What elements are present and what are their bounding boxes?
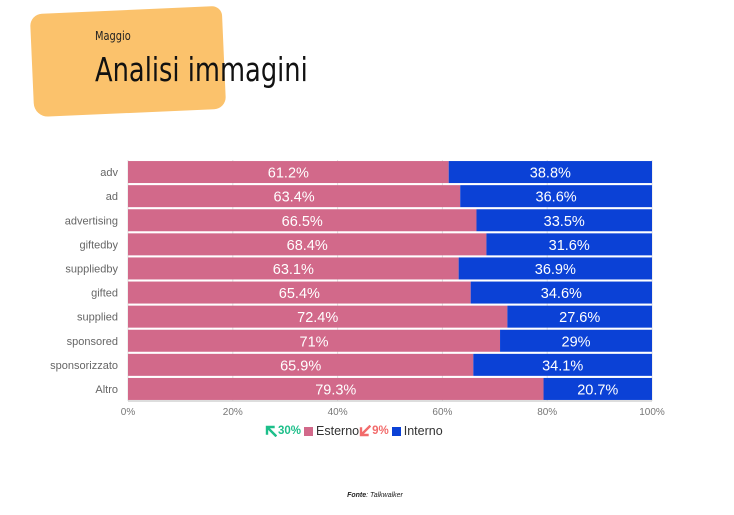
data-label-interno: 38.8% bbox=[530, 166, 571, 182]
bar-esterno bbox=[128, 281, 471, 304]
data-label-esterno: 72.4% bbox=[297, 310, 338, 326]
data-label-esterno: 61.2% bbox=[268, 166, 309, 182]
category-label: gifted bbox=[91, 288, 118, 300]
data-label-esterno: 63.1% bbox=[273, 262, 314, 278]
legend-label-esterno: Esterno bbox=[316, 424, 360, 438]
category-label: ad bbox=[106, 191, 118, 203]
category-label: giftedby bbox=[79, 239, 118, 251]
page-title: Analisi immagini bbox=[95, 50, 308, 89]
chart-legend: 30% Esterno 9% Interno bbox=[265, 423, 443, 439]
x-tick-label: 100% bbox=[639, 407, 665, 418]
legend-swatch-interno bbox=[391, 426, 401, 436]
bar-interno bbox=[448, 161, 652, 184]
category-label: sponsorizzato bbox=[50, 360, 118, 372]
data-label-interno: 34.1% bbox=[542, 358, 583, 374]
bar-interno bbox=[476, 209, 652, 232]
data-label-esterno: 71% bbox=[300, 334, 329, 350]
data-label-esterno: 65.9% bbox=[280, 358, 321, 374]
category-label: adv bbox=[100, 167, 118, 179]
x-tick-label: 20% bbox=[223, 407, 243, 418]
bar-esterno bbox=[128, 329, 501, 352]
data-label-interno: 36.9% bbox=[535, 262, 576, 278]
data-label-interno: 27.6% bbox=[559, 310, 600, 326]
x-tick-label: 0% bbox=[121, 407, 136, 418]
bar-esterno bbox=[128, 257, 459, 280]
source-note: Fonte: Talkwalker bbox=[0, 492, 734, 499]
bar-interno bbox=[500, 329, 652, 352]
x-tick-label: 40% bbox=[328, 407, 348, 418]
bar-interno bbox=[543, 377, 652, 400]
page-subtitle: Maggio bbox=[95, 29, 131, 43]
data-label-esterno: 65.4% bbox=[279, 286, 320, 302]
bar-interno bbox=[460, 185, 652, 208]
data-label-interno: 31.6% bbox=[549, 238, 590, 254]
bar-interno bbox=[470, 281, 652, 304]
arrow-up-left-icon bbox=[265, 425, 277, 437]
esterno-change: 30% bbox=[278, 425, 302, 437]
interno-change: 9% bbox=[372, 425, 389, 437]
source-value: : Talkwalker bbox=[366, 492, 403, 499]
data-label-esterno: 79.3% bbox=[315, 382, 356, 398]
data-label-interno: 20.7% bbox=[577, 382, 618, 398]
source-label: Fonte bbox=[347, 492, 367, 499]
x-tick-label: 80% bbox=[537, 407, 557, 418]
arrow-down-left-icon bbox=[359, 425, 372, 437]
bar-interno bbox=[458, 257, 652, 280]
bar-esterno bbox=[128, 185, 461, 208]
bar-esterno bbox=[128, 209, 477, 232]
category-label: Altro bbox=[95, 384, 118, 396]
data-label-interno: 34.6% bbox=[541, 286, 582, 302]
data-label-interno: 33.5% bbox=[544, 214, 585, 230]
bar-esterno bbox=[128, 377, 544, 400]
category-label: suppliedby bbox=[65, 263, 118, 275]
x-tick-label: 60% bbox=[432, 407, 452, 418]
data-label-esterno: 63.4% bbox=[274, 190, 315, 206]
bar-esterno bbox=[128, 233, 487, 256]
bar-esterno bbox=[128, 305, 508, 328]
category-label: sponsored bbox=[67, 336, 118, 348]
category-label: supplied bbox=[77, 312, 118, 324]
bar-interno bbox=[507, 305, 652, 328]
legend-label-interno: Interno bbox=[403, 424, 443, 438]
legend-swatch-esterno bbox=[304, 426, 314, 436]
bar-interno bbox=[473, 353, 652, 376]
data-label-esterno: 68.4% bbox=[287, 238, 328, 254]
category-label: advertising bbox=[65, 215, 118, 227]
bar-esterno bbox=[128, 353, 474, 376]
data-label-interno: 36.6% bbox=[536, 190, 577, 206]
data-label-esterno: 66.5% bbox=[282, 214, 323, 230]
data-label-interno: 29% bbox=[562, 334, 591, 350]
bar-esterno bbox=[128, 161, 449, 184]
bar-interno bbox=[486, 233, 652, 256]
